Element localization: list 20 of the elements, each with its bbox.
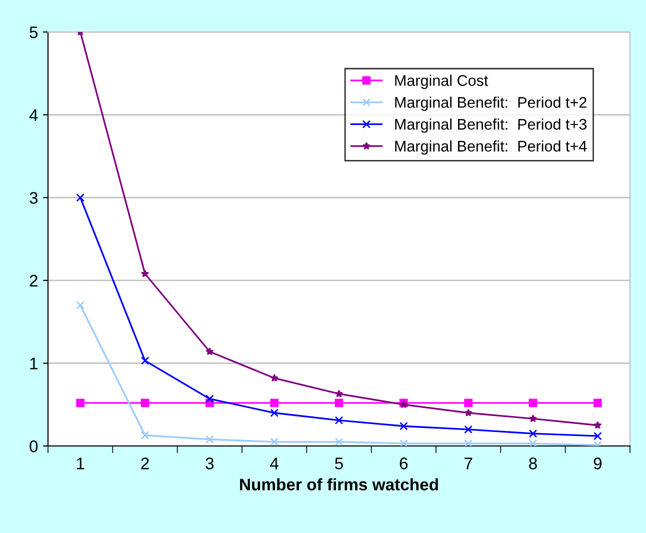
y-tick-label: 0 bbox=[30, 440, 38, 452]
y-tick-label: 1 bbox=[30, 358, 38, 370]
y-tick-label: 2 bbox=[30, 274, 38, 286]
x-tick-label: 9 bbox=[594, 458, 602, 470]
x-tick-label: 4 bbox=[270, 458, 278, 470]
x-tick-label: 7 bbox=[464, 458, 472, 470]
x-axis-title: Number of firms watched bbox=[240, 478, 438, 490]
x-tick-label: 2 bbox=[141, 458, 149, 470]
x-tick-label: 8 bbox=[529, 458, 537, 470]
x-tick-label: 3 bbox=[206, 458, 214, 470]
x-tick-label: 5 bbox=[335, 458, 343, 470]
legend-label: Marginal Cost bbox=[395, 74, 488, 89]
y-tick-label: 3 bbox=[30, 192, 38, 204]
legend-label: Marginal Benefit: Period t+2 bbox=[395, 96, 586, 111]
x-tick-label: 1 bbox=[76, 458, 84, 470]
x-tick-label: 6 bbox=[400, 458, 408, 470]
y-tick-label: 5 bbox=[30, 26, 38, 38]
legend-label: Marginal Benefit: Period t+3 bbox=[395, 118, 586, 133]
legend-label: Marginal Benefit: Period t+4 bbox=[395, 140, 587, 155]
y-tick-label: 4 bbox=[29, 109, 38, 121]
